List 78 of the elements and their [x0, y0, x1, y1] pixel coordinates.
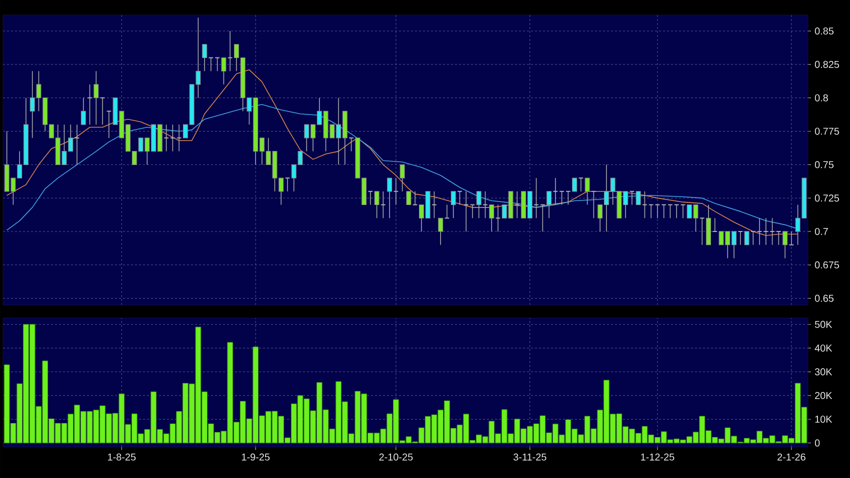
candlestick	[540, 204, 546, 232]
candlestick	[463, 190, 469, 232]
candlestick	[642, 190, 648, 219]
y-tick-label: 0.7	[814, 228, 828, 236]
candlestick	[438, 218, 444, 246]
candlestick	[648, 204, 654, 219]
candlestick	[227, 30, 233, 72]
y-tick-label: 0	[814, 439, 820, 446]
y-tick-label: 40K	[814, 344, 832, 352]
candlestick	[106, 110, 112, 138]
candlestick	[368, 190, 374, 206]
candlestick	[393, 178, 399, 206]
candlestick	[387, 178, 392, 219]
candlestick	[432, 190, 437, 219]
candlestick	[712, 218, 718, 232]
candlestick	[470, 204, 476, 219]
candlestick	[208, 57, 214, 72]
y-tick-label: 30K	[814, 368, 832, 376]
candlestick	[661, 204, 667, 219]
candlestick	[214, 57, 220, 72]
y-tick-label: 0.675	[814, 261, 840, 268]
candlestick	[680, 204, 686, 219]
candlestick	[176, 124, 182, 152]
candlestick	[654, 204, 660, 219]
candlestick	[457, 190, 462, 206]
candlestick	[380, 190, 386, 219]
candlestick	[788, 231, 794, 246]
candlestick	[348, 137, 354, 152]
y-tick-label: 50K	[814, 320, 832, 328]
y-tick-label: 0.725	[814, 194, 840, 202]
candlestick	[591, 190, 596, 219]
y-tick-label: 20K	[815, 392, 832, 400]
y-tick-label: 0.825	[814, 60, 840, 68]
candlestick	[750, 230, 756, 246]
y-tick-label: 0.85	[814, 28, 834, 35]
y-tick-label: 0.75	[814, 161, 834, 168]
y-tick-label: 0.65	[814, 294, 834, 302]
candlestick	[636, 190, 641, 206]
candlestick	[444, 204, 450, 219]
x-tick-label: 1-8-25	[108, 454, 136, 461]
candlestick	[495, 204, 501, 232]
candlestick	[534, 178, 539, 219]
candlestick	[170, 124, 176, 152]
candlestick	[406, 190, 412, 206]
y-tick-label: 0.8	[814, 94, 828, 102]
y-tick-label: 0.775	[814, 128, 840, 135]
candlestick	[699, 218, 705, 246]
candlestick	[74, 124, 80, 166]
x-tick-label: 1-12-25	[641, 454, 674, 461]
candlestick	[514, 190, 520, 219]
candlestick	[744, 231, 750, 246]
candlestick	[572, 178, 578, 192]
candlestick	[482, 190, 488, 219]
candlestick	[164, 124, 169, 152]
y-tick-label: 10K	[815, 416, 832, 423]
candlestick	[674, 204, 680, 219]
candlestick	[552, 178, 558, 206]
candlestick	[776, 230, 782, 246]
candlestick	[284, 178, 290, 192]
candlestick	[412, 190, 418, 206]
candlestick	[738, 230, 744, 246]
candlestick	[400, 164, 405, 192]
x-tick-label: 2-1-26	[778, 454, 806, 461]
candlestick	[80, 97, 86, 125]
x-tick-label: 1-9-25	[242, 454, 270, 461]
candlestick	[756, 218, 762, 246]
candlestick	[559, 190, 564, 206]
x-tick-label: 2-10-25	[379, 454, 413, 461]
candlestick	[668, 204, 673, 219]
candlestick	[629, 190, 635, 206]
candlestick	[578, 178, 584, 192]
candlestick	[770, 218, 775, 246]
x-tick-label: 3-11-25	[513, 454, 546, 461]
candlestick	[202, 44, 208, 72]
candlestick	[763, 218, 769, 246]
candlestick	[566, 190, 571, 206]
candlestick	[87, 84, 92, 125]
candlestick	[100, 97, 106, 125]
